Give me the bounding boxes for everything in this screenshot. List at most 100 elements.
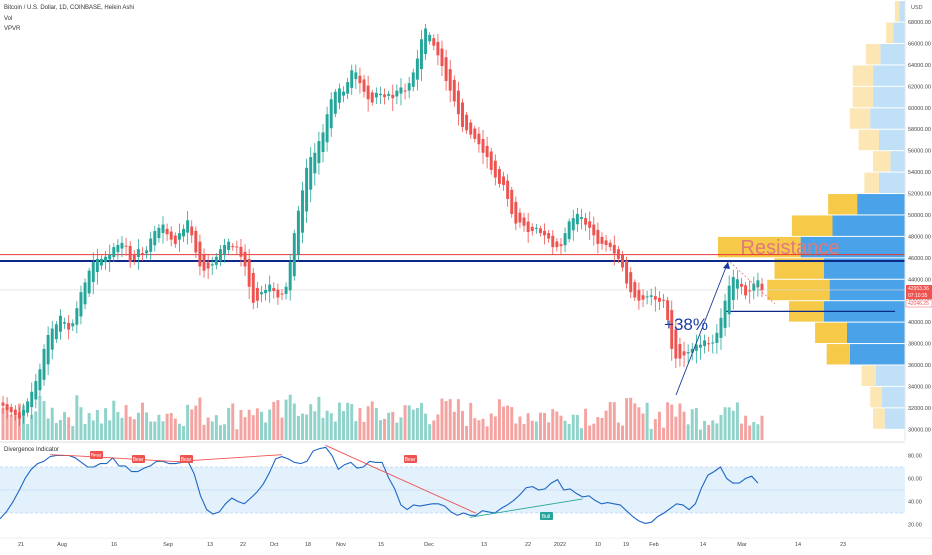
candle-body <box>321 132 325 153</box>
price-tick-label: 60000.00 <box>908 106 931 112</box>
candle-body <box>251 272 255 303</box>
candle-body <box>625 260 629 284</box>
volume-bar <box>280 417 284 440</box>
volume-bar <box>169 412 173 440</box>
candle-body <box>30 391 34 408</box>
candle-body <box>621 254 624 268</box>
candle-body <box>112 247 116 258</box>
volume-bar <box>518 416 522 440</box>
volume-bar <box>555 411 559 440</box>
time-tick-label: 14 <box>795 542 801 548</box>
candle-body <box>440 48 444 67</box>
price-axis[interactable]: 30000.00 32000.00 34000.00 36000.00 38000.00… <box>904 0 932 440</box>
volume-bar <box>506 405 510 440</box>
candle-body <box>731 277 735 300</box>
volume-bar <box>5 405 9 440</box>
volume-bar <box>657 411 661 440</box>
candle-body <box>612 244 616 254</box>
candle-body <box>760 283 764 290</box>
price-badge-label: 42046.25 <box>908 301 929 307</box>
candle-body <box>38 369 42 391</box>
volume-bar <box>346 402 350 440</box>
candle-body <box>608 242 612 248</box>
volume-bar <box>596 417 600 440</box>
candle-body <box>202 254 206 271</box>
candle-body <box>514 201 518 224</box>
price-tick-label: 48000.00 <box>908 234 931 240</box>
volume-bar <box>522 423 526 440</box>
volume-bar <box>694 407 698 440</box>
volume-bar <box>333 421 337 440</box>
volume-bar <box>633 403 637 440</box>
divergence-indicator-pane: 20.00 40.00 60.00 80.00 Bear Bear Bear Bear Bull <box>0 441 922 529</box>
volume-bar <box>342 410 346 440</box>
oscillator-tick-label: 20.00 <box>908 523 922 529</box>
price-tick-label: 58000.00 <box>908 127 931 133</box>
candle-body <box>173 235 177 244</box>
divergence-badge <box>540 512 553 520</box>
volume-bar <box>149 421 153 440</box>
volume-bar <box>173 418 177 440</box>
candle-body <box>530 226 534 232</box>
candle-body <box>547 233 551 239</box>
volume-bar <box>99 423 103 440</box>
candle-body <box>481 138 485 153</box>
candle-body <box>686 352 690 354</box>
candle-body <box>342 91 346 96</box>
vpvr-up-bar <box>717 236 801 258</box>
candle-body <box>735 279 739 289</box>
candle-body <box>432 38 436 46</box>
vpvr-up-bar <box>865 44 881 65</box>
volume-bar <box>731 410 735 440</box>
volume-bar <box>502 406 506 440</box>
candle-body <box>259 292 263 295</box>
candle-body <box>50 328 54 350</box>
volume-bar <box>543 412 547 440</box>
time-tick-label: 10 <box>595 542 601 548</box>
vpvr-profile <box>717 1 905 429</box>
candle-body <box>54 324 58 340</box>
candle-body <box>91 262 95 283</box>
candle-body <box>469 122 473 135</box>
candle-body <box>280 293 284 295</box>
candle-body <box>370 92 374 103</box>
volume-bar <box>526 413 530 440</box>
candle-body <box>637 289 641 301</box>
volume-bar <box>448 399 452 440</box>
volume-bar <box>510 407 514 440</box>
volume-bar <box>497 399 501 440</box>
volume-bar <box>272 401 276 440</box>
volume-bar <box>374 407 378 440</box>
candle-body <box>218 249 222 261</box>
volume-bar <box>58 419 62 440</box>
candle-body <box>502 176 506 185</box>
candle-body <box>243 251 247 267</box>
vpvr-down-bar <box>849 344 905 365</box>
price-badge-label: 07:10:35 <box>908 293 928 299</box>
price-tick-label: 52000.00 <box>908 192 931 198</box>
candle-body <box>350 70 354 88</box>
vpvr-up-bar <box>852 65 874 86</box>
volume-bar <box>34 411 38 440</box>
time-axis[interactable]: 21 Aug 16 Sep 13 22 Oct 18 Nov 15 Dec 13 22 2022 10 19 F… <box>0 537 932 548</box>
volume-bar <box>407 405 411 440</box>
oscillator-tick-label: 80.00 <box>908 454 922 460</box>
volume-bar <box>387 412 391 440</box>
time-tick-label: 15 <box>378 542 384 548</box>
volume-bar <box>231 403 235 440</box>
volume-bar <box>452 411 456 440</box>
volume-bar <box>358 408 362 440</box>
candle-body <box>79 292 83 317</box>
divergence-segment <box>175 454 282 462</box>
candle-body <box>288 262 292 291</box>
candle-body <box>419 39 423 70</box>
time-tick-label: 23 <box>840 542 846 548</box>
volume-bar <box>136 412 140 440</box>
volume-bar <box>83 424 87 440</box>
volume-bar <box>641 413 645 440</box>
vpvr-up-bar <box>894 1 900 22</box>
candle-body <box>141 253 144 255</box>
volume-bar <box>530 420 534 440</box>
